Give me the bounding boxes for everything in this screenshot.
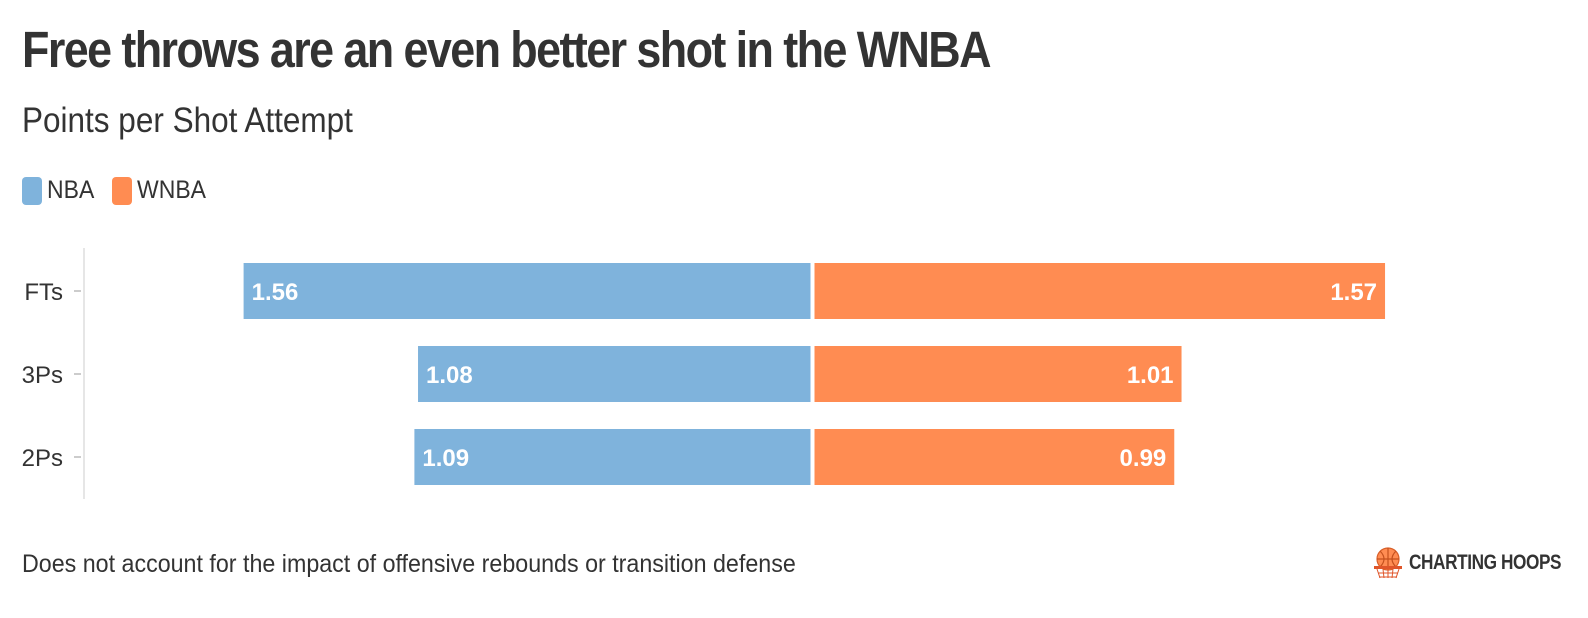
bar-wnba-2ps[interactable] [814,429,1175,485]
data-label-nba-fts: 1.56 [252,279,299,306]
bar-nba-2ps[interactable] [414,429,811,485]
data-label-wnba-3ps: 1.01 [1127,362,1174,389]
legend-label-nba: NBA [47,176,95,204]
data-label-wnba-fts: 1.57 [1330,279,1377,306]
y-tick-label-fts: FTs [24,279,63,306]
y-tick-label-3ps: 3Ps [22,362,63,389]
bar-nba-fts[interactable] [243,263,811,319]
y-tick-label-2ps: 2Ps [22,445,63,472]
bar-wnba-3ps[interactable] [814,346,1182,402]
brand-name: CHARTING HOOPS [1409,551,1562,574]
chart-legend: NBA WNBA [22,176,226,205]
bar-nba-3ps[interactable] [418,346,811,402]
legend-item-wnba[interactable]: WNBA [112,176,212,205]
data-label-nba-2ps: 1.09 [422,445,469,472]
bar-wnba-fts[interactable] [814,263,1386,319]
brand: CHARTING HOOPS [1370,545,1588,581]
legend-item-nba[interactable]: NBA [22,176,98,205]
data-label-wnba-2ps: 0.99 [1120,445,1167,472]
footnote: Does not account for the impact of offen… [22,550,796,578]
basketball-hoop-icon [1374,547,1402,579]
data-label-nba-3ps: 1.08 [426,362,473,389]
legend-label-wnba: WNBA [137,176,207,204]
chart-subtitle: Points per Shot Attempt [22,101,353,140]
legend-swatch-wnba [112,176,133,205]
chart-title: Free throws are an even better shot in t… [22,21,992,78]
legend-swatch-nba [22,176,42,205]
